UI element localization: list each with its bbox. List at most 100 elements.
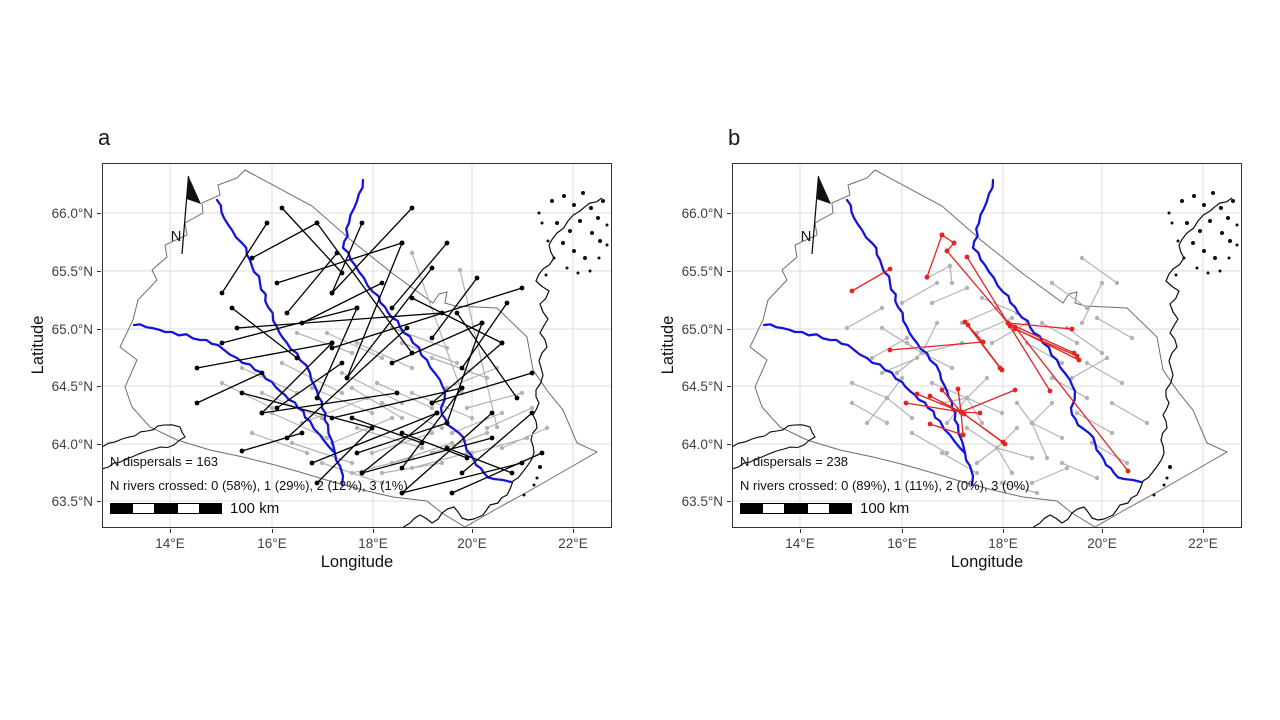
dispersal-segment xyxy=(466,392,523,409)
dispersal-point xyxy=(419,445,425,451)
y-axis-tick xyxy=(727,328,731,330)
island xyxy=(1182,256,1186,260)
dispersal-point xyxy=(404,325,410,331)
dispersal-point xyxy=(429,335,435,341)
dispersal-segment xyxy=(431,432,488,454)
graticule xyxy=(732,163,1242,528)
scalebar-segment xyxy=(199,504,222,513)
y-axis-tick xyxy=(97,443,101,445)
dispersal-point xyxy=(444,240,450,246)
y-axis-tick xyxy=(727,270,731,272)
dispersal-point xyxy=(929,380,935,386)
dispersal-segment xyxy=(431,277,478,339)
x-axis-tick-label: 16°E xyxy=(887,536,917,551)
dispersal-segment xyxy=(1091,442,1128,464)
island xyxy=(1167,211,1171,215)
dispersal-segment xyxy=(401,432,468,459)
dispersal-segment xyxy=(431,357,488,379)
panel-a-n-rivers-crossed: N rivers crossed: 0 (58%), 1 (29%), 2 (1… xyxy=(110,478,408,493)
dispersal-segment xyxy=(261,392,398,414)
dispersal-point xyxy=(1012,387,1018,393)
x-axis-tick xyxy=(1202,529,1204,533)
dispersal-point xyxy=(1049,280,1055,286)
dispersal-point xyxy=(1007,323,1013,329)
dispersal-segment xyxy=(221,307,358,344)
dispersal-segment xyxy=(996,447,1033,459)
dispersal-segment xyxy=(451,452,543,494)
y-axis-tick xyxy=(727,443,731,445)
y-axis-tick-label: 66.0°N xyxy=(51,206,93,221)
y-axis-tick xyxy=(727,500,731,502)
dispersal-point xyxy=(439,425,445,431)
dispersal-point xyxy=(429,400,435,406)
dispersal-point xyxy=(259,370,265,376)
dispersal-segment xyxy=(331,207,413,294)
dispersal-segment xyxy=(451,412,503,434)
dispersal-point xyxy=(1002,441,1008,447)
island xyxy=(537,211,541,215)
dispersal-segment xyxy=(963,413,1006,445)
x-axis-tick xyxy=(572,529,574,533)
dispersal-segment xyxy=(926,265,951,279)
dispersal-point xyxy=(219,340,225,346)
dispersal-segment xyxy=(331,287,523,349)
dispersal-point xyxy=(1064,465,1070,471)
scalebar-segment xyxy=(177,504,200,513)
island xyxy=(1185,221,1189,225)
island xyxy=(532,483,536,487)
dispersal-segment xyxy=(446,367,498,389)
southwest-border xyxy=(101,424,186,470)
map-svg: N xyxy=(101,163,612,529)
island xyxy=(583,256,587,260)
dispersal-point xyxy=(894,370,900,376)
island xyxy=(1198,229,1202,233)
dispersal-point xyxy=(864,420,870,426)
dispersal-point xyxy=(399,415,405,421)
dispersal-point xyxy=(519,390,525,396)
dispersal-segment xyxy=(1066,327,1103,354)
dispersal-segment xyxy=(391,242,448,309)
dispersal-point xyxy=(344,375,350,381)
island xyxy=(581,191,585,195)
dispersal-segment xyxy=(905,402,962,413)
coastline xyxy=(1031,197,1233,529)
dispersal-segment xyxy=(261,392,323,419)
dispersal-point xyxy=(339,270,345,276)
dispersals-noncrossing xyxy=(219,250,550,486)
dispersal-point xyxy=(1124,460,1130,466)
dispersal-segment xyxy=(356,422,448,454)
dispersal-segment xyxy=(911,432,948,454)
dispersal-point xyxy=(319,415,325,421)
dispersal-point xyxy=(309,460,315,466)
dispersal-point xyxy=(947,263,953,269)
y-axis-tick-label: 65.0°N xyxy=(681,322,723,337)
dispersal-segment xyxy=(966,397,1003,414)
dispersal-segment xyxy=(946,250,1009,324)
x-axis-tick xyxy=(372,529,374,533)
scalebar-segment xyxy=(763,504,786,513)
dispersal-point xyxy=(1049,400,1055,406)
y-axis-tick-label: 65.0°N xyxy=(51,322,93,337)
dispersal-point xyxy=(349,415,355,421)
dispersal-segment xyxy=(281,207,343,274)
dispersal-point xyxy=(964,425,970,431)
dispersal-point xyxy=(1125,468,1131,474)
dispersal-point xyxy=(994,445,1000,451)
dispersal-point xyxy=(494,424,500,430)
dispersal-segment xyxy=(991,322,1028,344)
dispersal-point xyxy=(374,380,380,386)
dispersal-point xyxy=(409,365,415,371)
dispersal-segment xyxy=(331,417,393,444)
dispersal-point xyxy=(484,425,490,431)
dispersal-point xyxy=(1069,326,1075,332)
dispersal-segment xyxy=(1076,412,1113,434)
dispersal-point xyxy=(965,322,971,328)
dispersal-point xyxy=(399,490,405,496)
panel-a-label: a xyxy=(98,125,111,150)
dispersal-point xyxy=(955,386,961,392)
dispersal-segment xyxy=(929,395,962,413)
dispersal-point xyxy=(409,295,415,301)
dispersal-point xyxy=(962,319,968,325)
dispersal-segment xyxy=(1061,462,1098,479)
x-axis-tick-label: 22°E xyxy=(558,536,588,551)
